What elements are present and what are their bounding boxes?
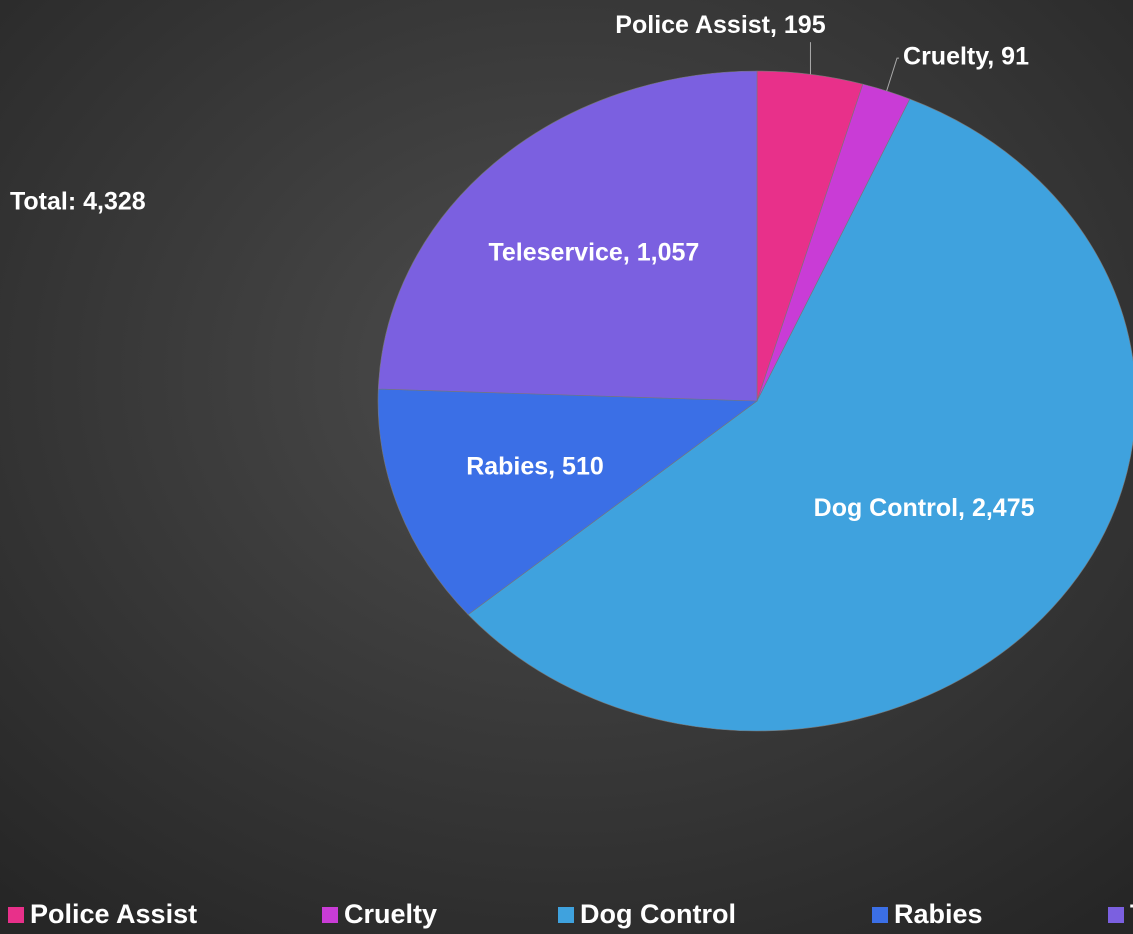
data-label: Police Assist, 195 — [615, 11, 825, 39]
legend-label: Rabies — [894, 899, 983, 929]
legend-swatch — [872, 907, 888, 923]
legend-label: Teleservice — [1130, 899, 1133, 929]
data-label: Dog Control, 2,475 — [814, 494, 1035, 522]
legend-swatch — [1108, 907, 1124, 923]
legend-label: Dog Control — [580, 899, 736, 929]
legend-swatch — [8, 907, 24, 923]
pie-slice — [377, 388, 758, 616]
pie-slice — [377, 70, 758, 402]
total-annotation: Total: 4,328 — [10, 188, 146, 216]
data-label: Rabies, 510 — [466, 453, 604, 481]
data-label: Teleservice, 1,057 — [488, 238, 699, 266]
legend-swatch — [558, 907, 574, 923]
leader-line — [886, 57, 900, 92]
legend-label: Cruelty — [344, 899, 437, 929]
pie-slice — [467, 98, 1133, 732]
legend-label: Police Assist — [30, 899, 197, 929]
legend-swatch — [322, 907, 338, 923]
data-label: Cruelty, 91 — [903, 43, 1029, 71]
